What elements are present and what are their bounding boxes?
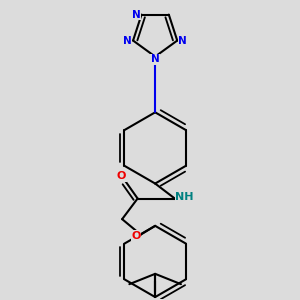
- Text: N: N: [178, 36, 187, 46]
- Text: N: N: [123, 36, 132, 46]
- Text: NH: NH: [176, 192, 194, 202]
- Text: N: N: [132, 10, 140, 20]
- Text: O: O: [131, 231, 140, 241]
- Text: O: O: [117, 171, 126, 181]
- Text: N: N: [151, 54, 160, 64]
